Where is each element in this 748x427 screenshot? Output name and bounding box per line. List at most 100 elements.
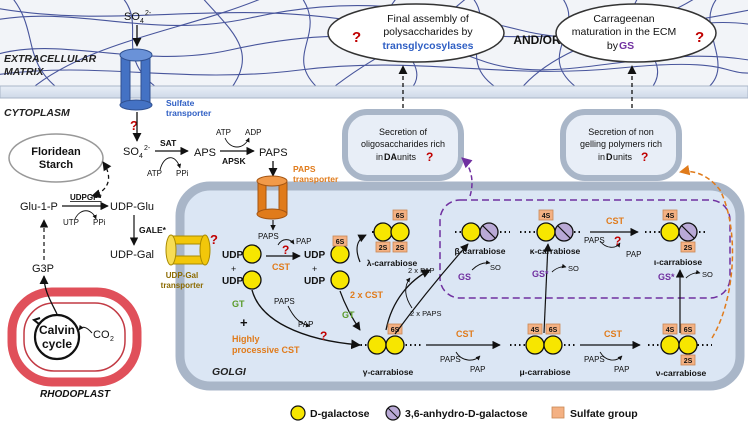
- gs-label-ecm: GS: [619, 40, 634, 52]
- mu-carrabiose-group: 4S 6S μ-carrabiose: [510, 323, 575, 377]
- ppi-2: PPi: [93, 218, 106, 227]
- orange-to-secretion-arrow: [678, 165, 734, 339]
- g3p: G3P: [32, 263, 54, 275]
- question-mark: ?: [282, 243, 289, 257]
- carrageenan-line1: Carrageenan: [593, 13, 654, 25]
- sulfate-group: [662, 323, 678, 335]
- paps-transporter-label-2: transporter: [293, 174, 339, 184]
- lambda-carrabiose-group: 6S 2S 2S λ-carrabiose: [367, 209, 418, 268]
- atp-1: ATP: [147, 169, 162, 178]
- gs-arrow-gamma-beta: [394, 243, 469, 335]
- d-galactose: [242, 244, 262, 264]
- legend-d-galactose: D-galactose: [310, 408, 370, 420]
- question-mark: ?: [614, 234, 621, 248]
- paps-transporter-label-1: PAPS: [293, 164, 316, 174]
- sulfate-6s: 6S: [396, 213, 405, 220]
- sulfate-group: [332, 235, 348, 247]
- so4-gs2: SO: [568, 264, 579, 273]
- sulfate-2s: 2S: [396, 245, 405, 252]
- udp-gal: UDP-Gal: [110, 249, 154, 261]
- two-x-cst-label: 2 x CST: [350, 290, 384, 300]
- secretion-da-line2: oligosaccharides rich: [361, 139, 445, 149]
- adp: ADP: [245, 128, 261, 137]
- paps-bottom-2: PAPS: [584, 355, 605, 364]
- question-mark: ?: [695, 29, 704, 46]
- ecm-final-assembly-box: ? Final assembly of polysaccharides by t…: [327, 3, 505, 63]
- question-mark: ?: [426, 150, 433, 164]
- gt-label-1: GT: [232, 299, 245, 309]
- secretion-da-box: Secretion of oligosaccharides rich in DA…: [342, 109, 464, 181]
- pap-bottom-1: PAP: [470, 365, 485, 374]
- udp-label-4: UDP: [304, 276, 325, 287]
- transglycosylases-label: transglycosylases: [382, 40, 473, 52]
- mu-carrabiose-label: μ-carrabiose: [519, 367, 570, 377]
- secretion-d-box: Secretion of non gelling polymers rich i…: [560, 109, 682, 181]
- extracellular-label-line1: EXTRACELLULAR: [4, 53, 97, 65]
- sulfate-2s: 2S: [684, 245, 693, 252]
- d-galactose: [525, 335, 545, 355]
- d-galactose: [390, 222, 410, 242]
- atp-ppi-arrow: [159, 157, 182, 171]
- iota-carrabiose-label: ι-carrabiose: [654, 257, 702, 267]
- d-galactose: [373, 222, 393, 242]
- aps: APS: [194, 147, 216, 159]
- highly-processive-line1: Highly: [232, 334, 260, 344]
- sulfate-4s: 4S: [542, 213, 551, 220]
- paps-cytosol: PAPS: [259, 147, 288, 159]
- legend-sulfate-swatch: [551, 406, 565, 419]
- cst-label-bottom-1: CST: [456, 329, 475, 339]
- so4-gs1: SO: [490, 263, 501, 272]
- udpgal-transporter-label-2: transporter: [161, 281, 204, 290]
- d-galactose: [678, 335, 698, 355]
- purple-to-secretion-arrow: [461, 157, 473, 197]
- co2: CO: [93, 329, 110, 341]
- ecm-maturation-box: Carrageenan maturation in the ECM by GS …: [555, 3, 717, 63]
- to-lambda-arrow: [356, 234, 367, 263]
- legend: D-galactose 3,6-anhydro-D-galactose Sulf…: [290, 405, 638, 421]
- cst-label-top: CST: [606, 216, 625, 226]
- sulfate-4s: 4S: [666, 327, 675, 334]
- secretion-d-bold: D: [606, 152, 613, 162]
- gs-arrow-mu-kappa: [543, 243, 552, 334]
- secretion-d-suffix: units: [613, 152, 633, 162]
- calvin-to-g3p-arrow: [39, 275, 58, 315]
- so4-in: SO: [123, 146, 139, 158]
- gt-arrow-2: [339, 290, 361, 331]
- sulfate-extracellular: SO 4 2-: [124, 10, 152, 25]
- sulfate-activation: SO 4 2- SAT ATP PPi APS ATP ADP APSK PAP…: [123, 128, 288, 178]
- udp-label-1: UDP: [222, 250, 243, 261]
- so4-in-sup: 2-: [144, 145, 151, 152]
- highly-processive-line2: processive CST: [232, 345, 300, 355]
- beta-carrabiose-group: β-carrabiose: [454, 222, 510, 256]
- sulfate-6s: 6S: [549, 327, 558, 334]
- sulfate-group: [527, 323, 543, 335]
- carrageenan-line3-prefix: by: [607, 40, 619, 52]
- gt-label-2: GT: [342, 310, 355, 320]
- sulfate-group: [680, 354, 696, 366]
- udpgp-enzyme: UDPGP*: [70, 193, 102, 202]
- legend-galactose-swatch: [290, 405, 306, 421]
- d-galactose: [367, 335, 387, 355]
- sulfate-group: [680, 241, 696, 253]
- apsk-enzyme: APSK: [222, 156, 246, 166]
- sulfate-2s: 2S: [379, 245, 388, 252]
- rhodoplast-label: RHODOPLAST: [40, 389, 111, 400]
- sulfate-4s: 4S: [666, 213, 675, 220]
- sulfate-group: [545, 323, 561, 335]
- utp: UTP: [63, 218, 79, 227]
- question-mark: ?: [352, 29, 361, 46]
- udp-gal-transporter: UDP-Gal transporter: [161, 234, 211, 290]
- golgi-apparatus: GOLGI: [175, 181, 745, 391]
- so4-out-sub: 4: [140, 18, 144, 25]
- paps-golgi: PAPS: [258, 232, 279, 241]
- gamma-carrabiose-label: γ-carrabiose: [363, 367, 414, 377]
- calvin-line1: Calvin: [39, 323, 75, 337]
- plus-sign: +: [312, 264, 317, 274]
- udp-label-3: UDP: [304, 250, 325, 261]
- question-mark: ?: [641, 150, 648, 164]
- gt-arrow-gamma: [251, 289, 361, 350]
- sulfate-transporter-label-1: Sulfate: [166, 98, 195, 108]
- paps-bottom-1: PAPS: [440, 355, 461, 364]
- co2-sub: 2: [110, 336, 114, 343]
- gs-dashed-region: [439, 199, 731, 299]
